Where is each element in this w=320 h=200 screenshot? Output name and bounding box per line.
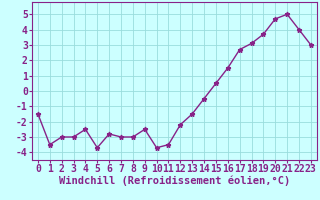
X-axis label: Windchill (Refroidissement éolien,°C): Windchill (Refroidissement éolien,°C) — [59, 176, 290, 186]
